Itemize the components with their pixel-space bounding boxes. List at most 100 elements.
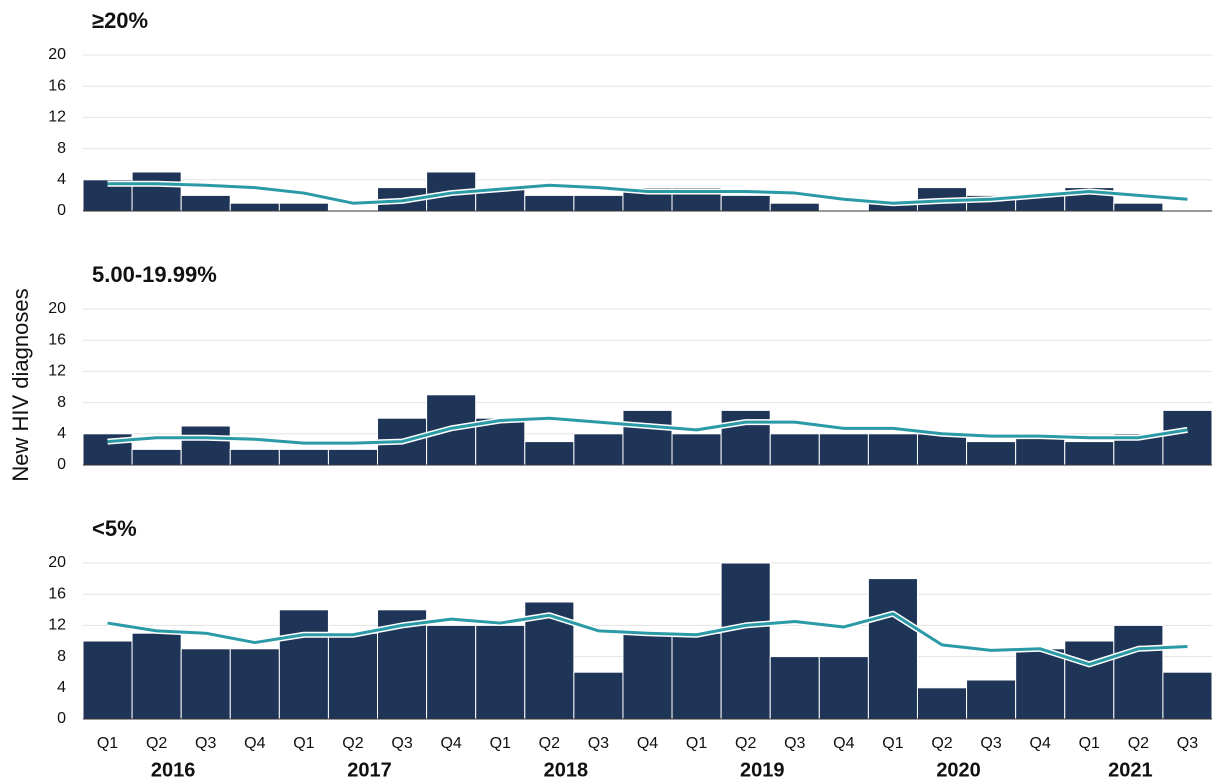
y-tick-label: 16 — [48, 77, 66, 94]
bar — [671, 433, 722, 466]
y-tick-label: 12 — [48, 109, 66, 126]
bar — [769, 202, 820, 212]
bar — [966, 679, 1017, 720]
bar — [769, 656, 820, 720]
x-tick-label: Q3 — [195, 735, 216, 752]
x-tick-label: Q4 — [1030, 735, 1051, 752]
bar — [769, 433, 820, 466]
trend-line — [107, 416, 1188, 445]
bar — [327, 448, 379, 466]
bar — [327, 632, 379, 720]
bar — [229, 202, 280, 212]
bar — [573, 671, 624, 720]
y-tick-label: 20 — [48, 46, 66, 63]
bar — [1162, 671, 1213, 720]
bar — [818, 656, 869, 720]
bar — [131, 448, 182, 466]
x-tick-label: Q1 — [1079, 735, 1100, 752]
bar — [278, 448, 329, 466]
bar — [180, 425, 231, 466]
bar — [573, 433, 624, 466]
x-tick-label: Q3 — [980, 735, 1001, 752]
x-tick-label: Q1 — [293, 735, 314, 752]
x-tick-label: Q2 — [146, 735, 167, 752]
x-tick-label: Q1 — [686, 735, 707, 752]
bar — [229, 448, 280, 466]
bar — [622, 409, 673, 466]
y-tick-label: 4 — [57, 425, 66, 442]
y-tick-label: 16 — [48, 585, 66, 602]
x-tick-label: Q1 — [490, 735, 511, 752]
bar — [524, 441, 575, 466]
bar — [818, 433, 869, 466]
bar — [426, 624, 477, 720]
bar — [1113, 202, 1164, 212]
bar — [720, 562, 771, 720]
y-axis-label: New HIV diagnoses — [8, 288, 33, 481]
x-tick-label: Q4 — [440, 735, 461, 752]
panel-title: ≥20% — [92, 8, 148, 33]
bar — [573, 194, 624, 212]
bar — [278, 609, 329, 720]
x-tick-label: Q3 — [588, 735, 609, 752]
x-tick-label: Q4 — [244, 735, 265, 752]
y-tick-label: 20 — [48, 554, 66, 571]
y-tick-label: 0 — [57, 456, 66, 473]
y-tick-label: 4 — [57, 679, 66, 696]
x-tick-label: Q2 — [1128, 735, 1149, 752]
bar — [278, 202, 329, 212]
x-group-label: 2021 — [1108, 759, 1153, 781]
y-tick-label: 16 — [48, 331, 66, 348]
bar — [966, 441, 1017, 466]
bar — [1064, 441, 1115, 466]
bar — [867, 578, 918, 720]
bar — [916, 433, 968, 466]
y-tick-label: 0 — [57, 202, 66, 219]
panel-title: <5% — [92, 516, 137, 541]
trend-line — [107, 182, 1188, 205]
bar — [475, 624, 526, 720]
y-tick-label: 12 — [48, 617, 66, 634]
bar — [524, 194, 575, 212]
y-tick-label: 0 — [57, 710, 66, 727]
bar — [1162, 409, 1213, 466]
y-tick-label: 8 — [57, 648, 66, 665]
x-tick-label: Q2 — [735, 735, 756, 752]
bar — [180, 648, 231, 720]
panel-title: 5.00-19.99% — [92, 262, 217, 287]
bar — [622, 632, 673, 720]
x-tick-label: Q4 — [833, 735, 854, 752]
bar — [131, 632, 182, 720]
y-tick-label: 8 — [57, 394, 66, 411]
bar — [82, 640, 133, 720]
x-group-label: 2018 — [544, 759, 589, 781]
bar — [720, 409, 771, 466]
bar — [867, 433, 918, 466]
x-tick-label: Q2 — [931, 735, 952, 752]
bar — [1113, 624, 1164, 720]
y-tick-label: 4 — [57, 171, 66, 188]
bar — [180, 194, 231, 212]
x-tick-label: Q3 — [784, 735, 805, 752]
y-tick-label: 20 — [48, 300, 66, 317]
x-tick-label: Q1 — [882, 735, 903, 752]
bar — [131, 171, 182, 212]
y-tick-label: 8 — [57, 140, 66, 157]
bar — [1015, 648, 1066, 720]
bar — [671, 632, 722, 720]
bar — [916, 687, 968, 720]
bar — [1064, 640, 1115, 720]
x-tick-label: Q2 — [539, 735, 560, 752]
x-group-label: 2017 — [347, 759, 392, 781]
bar — [229, 648, 280, 720]
x-tick-label: Q3 — [391, 735, 412, 752]
x-group-label: 2016 — [151, 759, 196, 781]
trend-line — [107, 612, 1188, 666]
x-tick-label: Q1 — [97, 735, 118, 752]
y-tick-label: 12 — [48, 363, 66, 380]
x-tick-label: Q2 — [342, 735, 363, 752]
bar — [720, 194, 771, 212]
x-tick-label: Q4 — [637, 735, 658, 752]
x-tick-label: Q3 — [1177, 735, 1198, 752]
